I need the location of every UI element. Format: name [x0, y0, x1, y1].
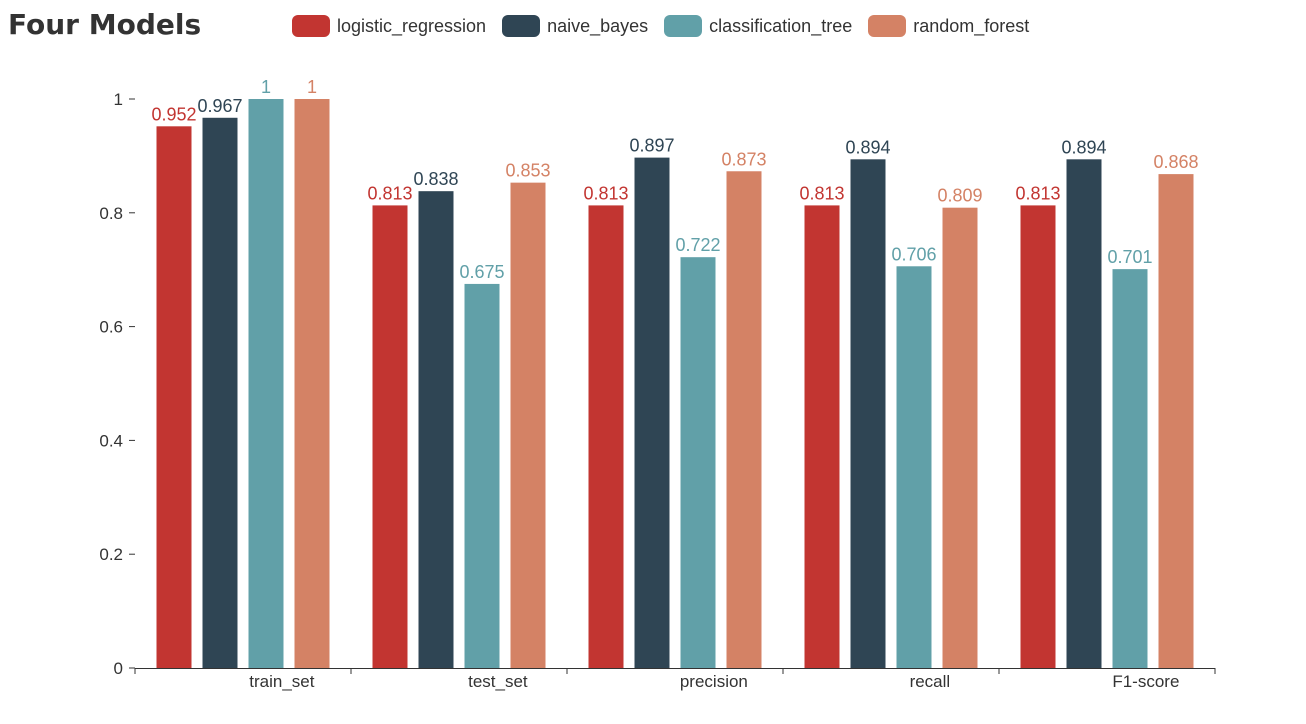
legend-label-random-forest: random_forest: [913, 15, 1030, 36]
bar-logistic-regression: [804, 205, 840, 668]
legend-label-naive-bayes: naive_bayes: [547, 15, 649, 36]
chart-title: Four Models: [8, 8, 202, 41]
data-label: 0.897: [629, 136, 674, 156]
legend-swatch-naive-bayes: [502, 15, 541, 37]
bar-classification-tree: [464, 283, 500, 668]
legend-swatch-logistic-regression: [292, 15, 330, 37]
x-category-label: test_set: [468, 672, 528, 691]
data-label: 0.873: [721, 149, 766, 169]
bar-classification-tree: [896, 266, 932, 668]
bar-classification-tree: [248, 99, 284, 668]
data-label: 0.894: [845, 137, 890, 157]
bar-random-forest: [510, 182, 546, 668]
bar-classification-tree: [1112, 269, 1148, 668]
legend-item-logistic-regression[interactable]: logistic_regression: [292, 15, 486, 37]
bar-naive-bayes: [850, 159, 886, 668]
y-tick-label: 0.8: [99, 204, 123, 223]
data-label: 0.813: [1015, 183, 1060, 203]
bar-logistic-regression: [1020, 205, 1056, 668]
data-label: 0.838: [413, 169, 458, 189]
bar-random-forest: [942, 207, 978, 668]
bar-classification-tree: [680, 257, 716, 668]
data-label: 0.868: [1153, 152, 1198, 172]
bar-naive-bayes: [1066, 159, 1102, 668]
data-label: 0.813: [367, 183, 412, 203]
data-label: 0.809: [937, 186, 982, 206]
data-label: 0.722: [675, 235, 720, 255]
y-tick-label: 0.6: [99, 318, 123, 337]
data-label: 0.701: [1107, 247, 1152, 267]
y-tick-label: 0.4: [99, 431, 123, 450]
bar-logistic-regression: [156, 126, 192, 668]
x-category-label: recall: [910, 672, 951, 691]
y-tick-label: 0: [114, 659, 123, 678]
legend-swatch-classification-tree: [664, 15, 703, 37]
legend-swatch-random-forest: [868, 15, 907, 37]
x-category-label: precision: [680, 672, 748, 691]
data-label: 0.813: [583, 183, 628, 203]
data-label: 1: [261, 77, 271, 97]
legend-item-classification-tree[interactable]: classification_tree: [664, 15, 852, 37]
data-label: 0.675: [459, 262, 504, 282]
bar-logistic-regression: [372, 205, 408, 668]
legend: logistic_regression naive_bayes classifi…: [292, 12, 1045, 40]
y-tick-label: 1: [114, 90, 123, 109]
y-tick-label: 0.2: [99, 545, 123, 564]
data-label: 0.853: [505, 161, 550, 181]
bar-random-forest: [294, 99, 330, 668]
legend-label-classification-tree: classification_tree: [709, 15, 853, 36]
legend-item-random-forest[interactable]: random_forest: [868, 15, 1029, 37]
legend-label-logistic-regression: logistic_regression: [337, 15, 487, 36]
bar-random-forest: [726, 171, 762, 668]
bar-naive-bayes: [202, 117, 238, 669]
bar-random-forest: [1158, 174, 1194, 668]
data-label: 1: [307, 77, 317, 97]
bar-naive-bayes: [418, 191, 454, 669]
x-category-label: train_set: [249, 672, 314, 691]
legend-item-naive-bayes[interactable]: naive_bayes: [502, 15, 648, 37]
bar-logistic-regression: [588, 205, 624, 668]
data-label: 0.967: [197, 96, 242, 116]
x-category-label: F1-score: [1112, 672, 1179, 691]
data-label: 0.894: [1061, 137, 1106, 157]
data-label: 0.813: [799, 183, 844, 203]
bar-naive-bayes: [634, 157, 670, 668]
data-label: 0.952: [151, 104, 196, 124]
data-label: 0.706: [891, 244, 936, 264]
